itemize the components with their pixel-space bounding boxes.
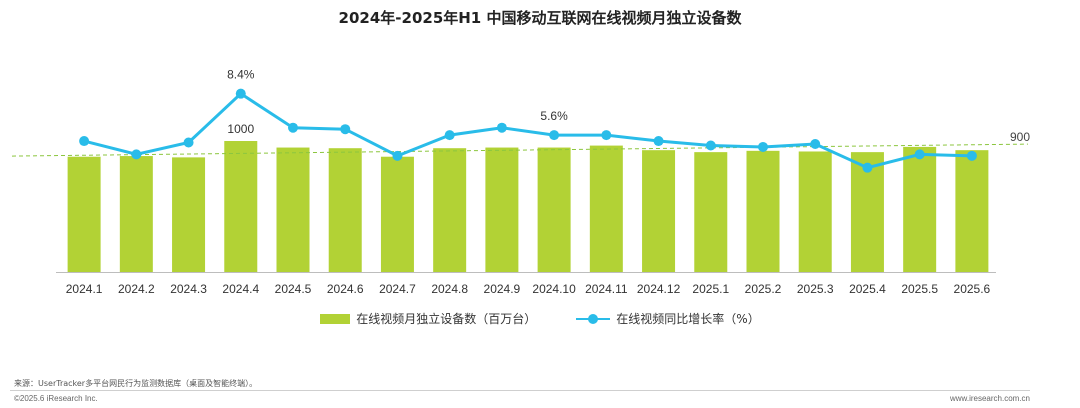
bar-2024.11 bbox=[589, 145, 623, 272]
growth-point-2024.6 bbox=[340, 124, 351, 135]
growth-point-2024.7 bbox=[392, 150, 403, 161]
growth-point-2024.8 bbox=[444, 130, 455, 141]
x-tick-label-2025.5: 2025.5 bbox=[901, 282, 938, 296]
bar-2024.10 bbox=[537, 147, 571, 272]
bar-2025.3 bbox=[798, 151, 832, 272]
bar-2024.5 bbox=[276, 147, 310, 272]
growth-point-2025.6 bbox=[966, 150, 977, 161]
x-tick-label-2025.1: 2025.1 bbox=[692, 282, 729, 296]
bar-2024.12 bbox=[642, 150, 676, 272]
bar-2024.4 bbox=[224, 141, 258, 272]
growth-point-2024.10 bbox=[549, 130, 560, 141]
bar-data-label-2024.4: 1000 bbox=[227, 122, 254, 136]
growth-point-2025.1 bbox=[705, 140, 716, 151]
bar-2024.3 bbox=[172, 157, 206, 272]
x-tick-label-2024.10: 2024.10 bbox=[532, 282, 576, 296]
x-tick-label-2024.1: 2024.1 bbox=[66, 282, 103, 296]
growth-point-2024.4 bbox=[235, 88, 246, 99]
bar-2024.9 bbox=[485, 147, 519, 272]
growth-point-2024.12 bbox=[653, 136, 664, 147]
x-tick-label-2024.7: 2024.7 bbox=[379, 282, 416, 296]
reference-line-900 bbox=[11, 143, 1029, 157]
bar-2025.1 bbox=[694, 152, 728, 272]
chart-legend: 在线视频月独立设备数（百万台） 在线视频同比增长率（%） bbox=[0, 310, 1080, 327]
growth-point-2024.2 bbox=[131, 149, 142, 160]
growth-point-2025.3 bbox=[810, 139, 821, 149]
bar-2024.1 bbox=[67, 156, 101, 272]
growth-point-2025.2 bbox=[758, 141, 768, 152]
bar-2025.5 bbox=[903, 146, 937, 272]
legend-label-devices: 在线视频月独立设备数（百万台） bbox=[356, 312, 537, 326]
growth-point-2024.9 bbox=[496, 122, 507, 133]
x-tick-label-2024.9: 2024.9 bbox=[484, 282, 521, 296]
footer-website[interactable]: www.iresearch.com.cn bbox=[949, 394, 1030, 403]
x-tick-label-2024.11: 2024.11 bbox=[585, 282, 628, 296]
growth-point-2024.11 bbox=[601, 130, 612, 141]
bar-2025.6 bbox=[955, 150, 989, 272]
growth-point-2024.1 bbox=[79, 136, 90, 147]
growth-point-2024.3 bbox=[183, 137, 194, 148]
x-tick-label-2024.4: 2024.4 bbox=[222, 282, 259, 296]
footer-divider bbox=[10, 390, 1030, 391]
bar-2024.2 bbox=[119, 156, 153, 272]
growth-point-2025.4 bbox=[862, 162, 873, 173]
x-tick-label-2024.3: 2024.3 bbox=[170, 282, 207, 296]
x-tick-label-2024.8: 2024.8 bbox=[431, 282, 468, 296]
x-tick-label-2025.3: 2025.3 bbox=[797, 282, 834, 296]
x-tick-label-2025.4: 2025.4 bbox=[849, 282, 886, 296]
bar-2024.8 bbox=[433, 148, 467, 272]
line-data-label-2024.10: 5.6% bbox=[540, 109, 568, 123]
x-tick-label-2024.2: 2024.2 bbox=[118, 282, 155, 296]
x-tick-label-2024.5: 2024.5 bbox=[275, 282, 312, 296]
x-tick-label-2024.6: 2024.6 bbox=[327, 282, 364, 296]
legend-swatch-bar bbox=[320, 313, 351, 324]
x-tick-label-2025.2: 2025.2 bbox=[745, 282, 782, 296]
growth-point-2024.5 bbox=[288, 122, 298, 133]
line-data-label-2024.4: 8.4% bbox=[227, 68, 255, 82]
reference-label: 900 bbox=[1010, 130, 1030, 144]
x-tick-label-2024.12: 2024.12 bbox=[637, 282, 681, 296]
bar-2025.2 bbox=[746, 150, 780, 272]
bar-2024.7 bbox=[380, 156, 414, 272]
growth-rate-line bbox=[83, 91, 972, 170]
x-tick-label-2025.6: 2025.6 bbox=[954, 282, 991, 296]
footer-source: 来源：UserTracker多平台网民行为监测数据库（桌面及智能终端）。 bbox=[14, 379, 258, 388]
legend-label-growth: 在线视频同比增长率（%） bbox=[616, 312, 760, 326]
legend-swatch-line bbox=[576, 313, 611, 324]
growth-point-2025.5 bbox=[914, 149, 925, 160]
legend-item-devices: 在线视频月独立设备数（百万台） bbox=[320, 310, 536, 327]
legend-item-growth: 在线视频同比增长率（%） bbox=[576, 310, 760, 327]
bar-2024.6 bbox=[328, 148, 362, 272]
chart-title: 2024年-2025年H1 中国移动互联网在线视频月独立设备数 bbox=[338, 9, 742, 27]
footer-copyright: ©2025.6 iResearch Inc. bbox=[14, 394, 98, 403]
